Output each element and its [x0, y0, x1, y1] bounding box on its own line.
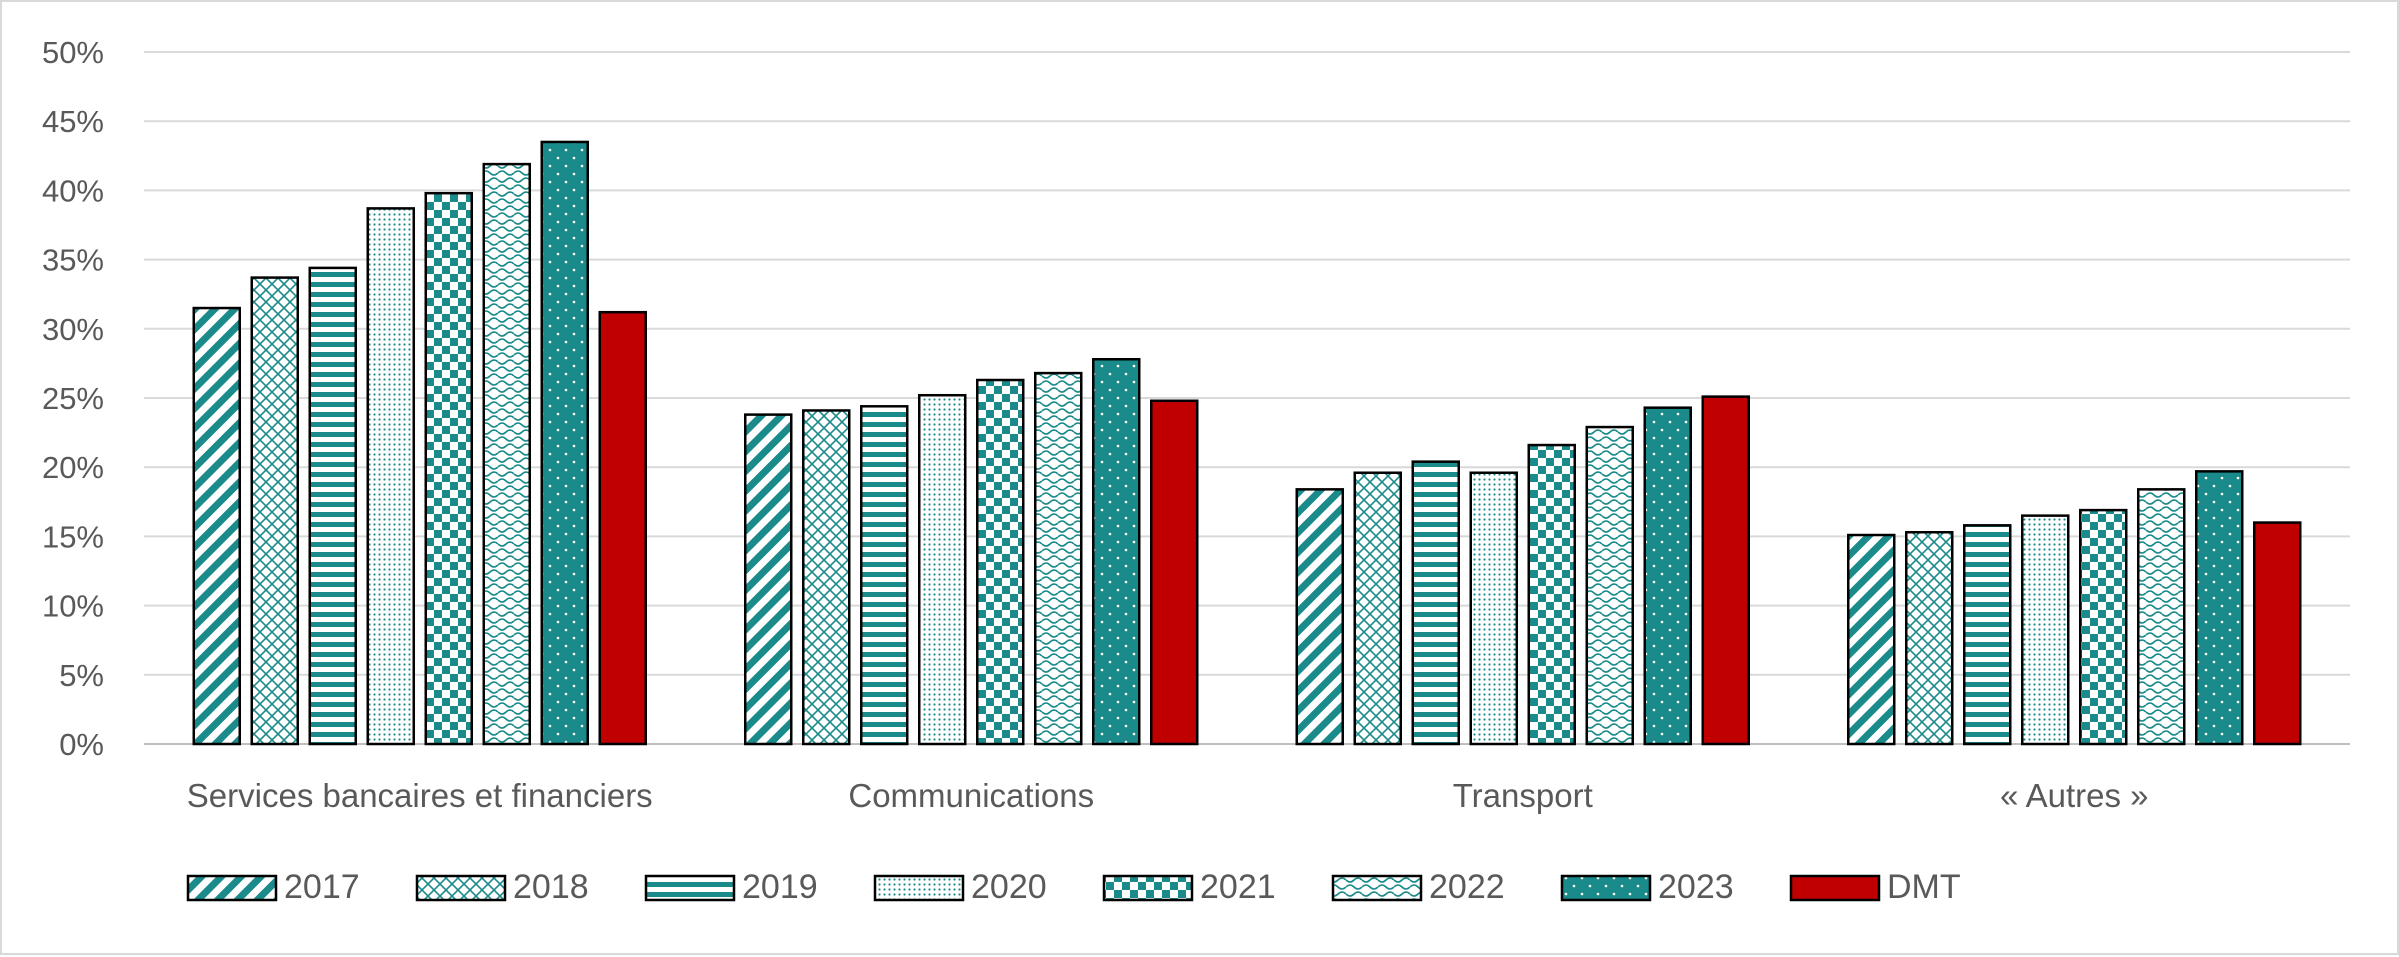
legend-swatch [1789, 874, 1881, 902]
bar-2022-2 [1585, 425, 1634, 746]
legend-swatch [873, 874, 965, 902]
bar-2017-2 [1295, 488, 1344, 746]
bar-2021-0 [424, 191, 473, 746]
bar-2020-1 [918, 393, 967, 746]
legend-label: 2020 [971, 868, 1047, 906]
bar-2018-0 [250, 276, 299, 746]
bar-2022-3 [2137, 488, 2186, 746]
y-tick-label: 45% [42, 104, 104, 139]
bar-2021-2 [1527, 443, 1576, 746]
y-tick-label: 35% [42, 243, 104, 278]
y-tick-label: 5% [59, 658, 104, 693]
category-label: Transport [1453, 777, 1593, 814]
bar-2023-0 [540, 140, 589, 746]
category-label: « Autres » [2000, 777, 2149, 814]
bar-2018-2 [1353, 471, 1402, 746]
bar-dmt-1 [1150, 399, 1199, 746]
bar-2020-3 [2021, 514, 2070, 746]
bar-2023-2 [1643, 406, 1692, 746]
bar-2017-1 [744, 413, 793, 746]
legend-label: 2022 [1429, 868, 1505, 906]
bar-2019-1 [860, 405, 909, 746]
legend-swatch [186, 874, 278, 902]
x-axis-category-labels: Services bancaires et financiers Communic… [187, 777, 2149, 814]
bar-2021-3 [2079, 508, 2128, 746]
y-tick-label: 0% [59, 727, 104, 762]
category-label: Communications [848, 777, 1094, 814]
legend-label: 2018 [513, 868, 589, 906]
legend-swatch [1102, 874, 1194, 902]
y-tick-label: 50% [42, 35, 104, 70]
bar-dmt-0 [598, 310, 647, 746]
category-label: Services bancaires et financiers [187, 777, 653, 814]
legend-label: 2017 [284, 868, 360, 906]
legend-item-2020: 2020 [873, 868, 1047, 906]
bar-2018-1 [802, 409, 851, 746]
legend-item-2022: 2022 [1331, 868, 1505, 906]
legend-label: 2019 [742, 868, 818, 906]
bar-2022-1 [1034, 371, 1083, 746]
legend-item-2018: 2018 [415, 868, 589, 906]
legend-label: 2021 [1200, 868, 1276, 906]
bar-2021-1 [976, 378, 1025, 746]
legend-swatch [1560, 874, 1652, 902]
legend-label: 2023 [1658, 868, 1734, 906]
legend-item-2023: 2023 [1560, 868, 1734, 906]
gridlines [144, 51, 2350, 745]
y-tick-label: 25% [42, 381, 104, 416]
bar-2019-3 [1963, 524, 2012, 746]
y-tick-label: 10% [42, 589, 104, 624]
y-axis-tick-labels: 0% 5% 10% 15% 20% 25% 30% 35% 40% 45% 50% [42, 35, 104, 762]
y-tick-label: 30% [42, 312, 104, 347]
legend-swatch [1331, 874, 1423, 902]
legend-item-dmt: DMT [1789, 868, 1961, 906]
bar-2023-1 [1092, 357, 1141, 746]
legend: 2017 2018 2019 2020 2021 2022 2023 DMT [186, 868, 1961, 906]
bar-2018-3 [1905, 530, 1954, 746]
bar-2020-0 [366, 207, 415, 746]
bar-2022-0 [482, 162, 531, 746]
legend-item-2019: 2019 [644, 868, 818, 906]
legend-swatch [644, 874, 736, 902]
bars [192, 140, 2302, 746]
bar-2020-2 [1469, 471, 1518, 746]
y-tick-label: 40% [42, 173, 104, 208]
bar-dmt-3 [2253, 521, 2302, 746]
bar-2019-2 [1411, 460, 1460, 746]
bar-2017-0 [192, 306, 241, 746]
legend-item-2021: 2021 [1102, 868, 1276, 906]
bar-2017-3 [1847, 533, 1896, 746]
legend-item-2017: 2017 [186, 868, 360, 906]
bar-2019-0 [308, 266, 357, 746]
y-tick-label: 20% [42, 450, 104, 485]
legend-swatch [415, 874, 507, 902]
legend-label: DMT [1887, 868, 1961, 906]
bar-dmt-2 [1701, 395, 1750, 746]
y-tick-label: 15% [42, 519, 104, 554]
bar-2023-3 [2195, 470, 2244, 746]
